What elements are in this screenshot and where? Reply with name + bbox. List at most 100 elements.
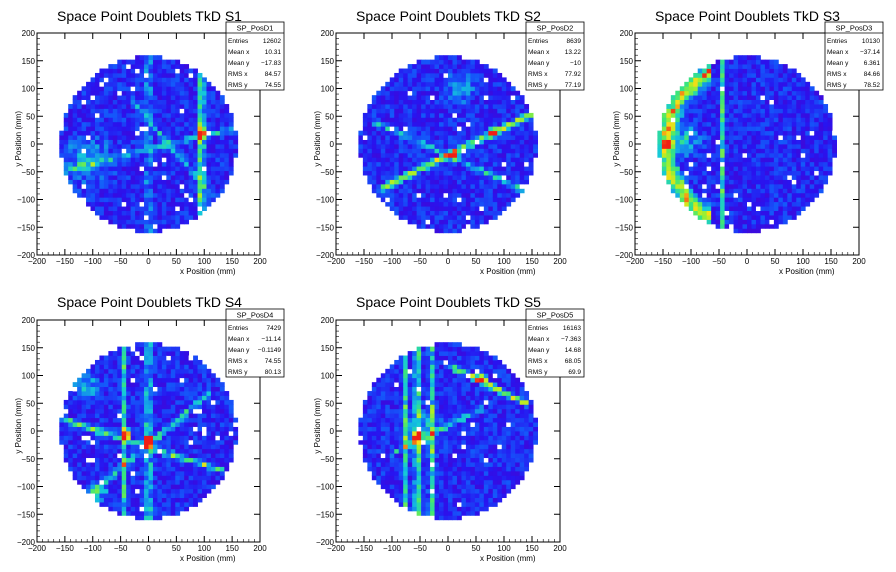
heatmap-bin xyxy=(170,175,176,180)
heatmap-bin xyxy=(421,206,426,211)
heatmap-bin xyxy=(688,144,694,149)
chart-title: Space Point Doublets TkD S1 xyxy=(57,8,242,24)
heatmap-bin xyxy=(63,453,69,459)
heatmap-bin xyxy=(778,95,784,100)
heatmap-bin xyxy=(456,121,462,127)
heatmap-bin xyxy=(715,175,721,180)
y-axis-label: y Position (mm) xyxy=(612,111,621,167)
heatmap-bin xyxy=(77,112,82,118)
heatmap-bin xyxy=(501,99,507,105)
heatmap-bin xyxy=(809,104,815,109)
heatmap-bin xyxy=(443,59,449,65)
heatmap-bin xyxy=(202,161,207,167)
heatmap-bin xyxy=(99,170,105,176)
heatmap-bin xyxy=(108,183,114,189)
heatmap-bin xyxy=(760,210,766,216)
heatmap-bin xyxy=(157,68,163,74)
heatmap-bin xyxy=(184,219,190,225)
heatmap-bin xyxy=(130,157,136,163)
heatmap-bin xyxy=(430,130,435,136)
stats-key: RMS y xyxy=(528,82,548,89)
heatmap-bin xyxy=(461,175,467,180)
heatmap-bin xyxy=(385,161,391,167)
heatmap-bin xyxy=(470,157,476,163)
heatmap-bin xyxy=(380,175,386,180)
heatmap-bin xyxy=(72,470,78,476)
stats-key: Mean x xyxy=(228,49,250,56)
heatmap-bin xyxy=(90,466,96,472)
heatmap-bin xyxy=(210,157,216,163)
heatmap-bin xyxy=(492,86,498,92)
heatmap-bin xyxy=(135,502,140,507)
heatmap-bin xyxy=(394,86,400,92)
heatmap-bin xyxy=(528,144,534,149)
heatmap-bin xyxy=(144,386,149,392)
heatmap-bin xyxy=(434,192,440,198)
heatmap-bin xyxy=(702,148,708,154)
heatmap-bin xyxy=(77,466,82,472)
heatmap-bin xyxy=(439,166,444,172)
heatmap-bin xyxy=(456,90,462,96)
heatmap-bin xyxy=(787,95,793,100)
heatmap-bin xyxy=(126,170,132,176)
heatmap-bin xyxy=(197,117,203,123)
heatmap-bin xyxy=(121,422,127,427)
heatmap-bin xyxy=(796,188,802,194)
heatmap-bin xyxy=(479,210,485,216)
heatmap-bin xyxy=(448,104,453,109)
heatmap-bin xyxy=(157,135,163,140)
heatmap-bin xyxy=(421,144,426,149)
heatmap-bin xyxy=(139,444,145,450)
heatmap-bin xyxy=(94,470,100,476)
heatmap-bin xyxy=(510,121,516,127)
heatmap-bin xyxy=(117,210,123,216)
heatmap-bin xyxy=(733,210,739,216)
heatmap-bin xyxy=(170,223,176,229)
heatmap-bin xyxy=(108,157,114,163)
heatmap-bin xyxy=(479,139,485,145)
heatmap-bin xyxy=(782,166,788,172)
heatmap-bin xyxy=(152,359,158,365)
heatmap-bin xyxy=(139,86,145,92)
heatmap-bin xyxy=(206,135,212,140)
heatmap-bin xyxy=(407,104,413,109)
heatmap-bin xyxy=(778,112,784,118)
heatmap-bin xyxy=(412,95,418,100)
heatmap-bin xyxy=(175,108,181,114)
heatmap-bin xyxy=(693,139,699,145)
heatmap-bin xyxy=(148,413,154,419)
heatmap-bin xyxy=(439,170,444,176)
heatmap-bin xyxy=(166,368,172,374)
heatmap-bin xyxy=(94,408,100,414)
heatmap-bin xyxy=(711,175,717,180)
heatmap-bin xyxy=(474,152,480,158)
y-tick-label: 100 xyxy=(620,85,634,94)
heatmap-bin xyxy=(715,179,721,185)
heatmap-bin xyxy=(126,130,132,136)
heatmap-bin xyxy=(724,64,730,69)
heatmap-bin xyxy=(157,108,163,114)
heatmap-bin xyxy=(389,197,395,203)
heatmap-bin xyxy=(465,126,471,132)
heatmap-bin xyxy=(675,112,681,118)
heatmap-bin xyxy=(764,121,770,127)
heatmap-bin xyxy=(439,183,444,189)
heatmap-bin xyxy=(371,139,377,145)
heatmap-bin xyxy=(148,144,154,149)
heatmap-bin xyxy=(675,130,681,136)
heatmap-bin xyxy=(166,457,172,463)
heatmap-bin xyxy=(215,108,221,114)
heatmap-bin xyxy=(367,152,373,158)
heatmap-bin xyxy=(152,117,158,123)
heatmap-bin xyxy=(398,77,404,83)
heatmap-bin xyxy=(711,183,717,189)
heatmap-bin xyxy=(112,502,118,507)
heatmap-bin xyxy=(126,201,132,207)
heatmap-bin xyxy=(751,148,757,154)
heatmap-bin xyxy=(139,431,145,436)
heatmap-bin xyxy=(474,144,480,149)
heatmap-bin xyxy=(197,183,203,189)
heatmap-bin xyxy=(524,179,530,185)
heatmap-bin xyxy=(684,179,690,185)
heatmap-bin xyxy=(443,90,449,96)
